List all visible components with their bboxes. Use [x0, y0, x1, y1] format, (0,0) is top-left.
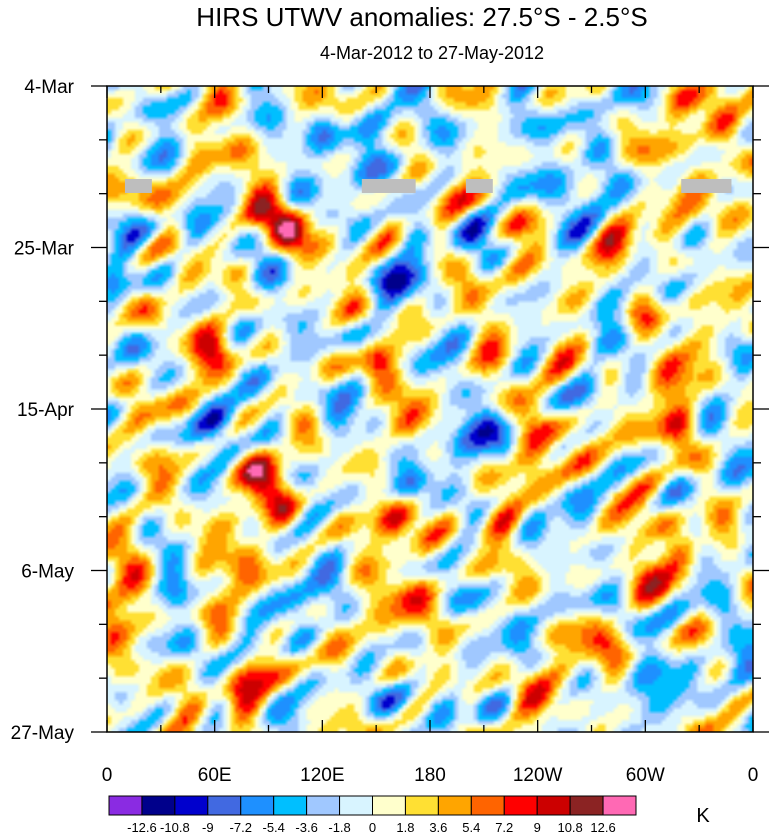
missing-data-bar	[681, 178, 732, 193]
colorbar-label: -3.6	[295, 820, 317, 834]
y-tick-label: 15-Apr	[17, 400, 75, 421]
colorbar-swatch	[437, 795, 472, 816]
colorbar-label: -7.2	[230, 820, 252, 834]
missing-data-layer	[124, 178, 732, 193]
missing-data-bar	[361, 178, 416, 193]
chart-title: HIRS UTWV anomalies: 27.5°S - 2.5°S	[196, 2, 647, 32]
x-tick-label: 120E	[300, 765, 344, 786]
y-axis: 4-Mar 25-Mar 15-Apr 6-May 27-May	[11, 77, 769, 744]
colorbar-swatch	[141, 795, 176, 816]
colorbar-label: 1.8	[396, 820, 414, 834]
y-tick-label: 4-Mar	[24, 77, 74, 98]
colorbar-units: K	[696, 805, 710, 827]
colorbar-swatch	[404, 795, 439, 816]
colorbar-swatch	[372, 795, 406, 816]
x-tick-label: 180	[414, 765, 446, 786]
colorbar-swatch	[339, 795, 373, 816]
colorbar-label: -9	[202, 820, 214, 834]
y-tick-label: 25-Mar	[14, 239, 75, 260]
x-tick-label: 60E	[198, 765, 232, 786]
colorbar-swatch	[207, 795, 242, 816]
colorbar-label: -10.8	[160, 820, 190, 834]
missing-data-bar	[465, 178, 493, 193]
colorbar-label: -5.4	[262, 820, 284, 834]
colorbar-swatch	[569, 795, 604, 816]
colorbar-label: 7.2	[495, 820, 513, 834]
colorbar-swatch	[602, 795, 637, 816]
colorbar-swatch	[470, 795, 505, 816]
colorbar-swatch	[174, 795, 209, 816]
colorbar-swatch	[108, 795, 143, 816]
x-tick-label: 60W	[626, 765, 665, 786]
colorbar-label: 5.4	[462, 820, 480, 834]
colorbar-label: 12.6	[590, 820, 615, 834]
colorbar-swatch	[503, 795, 538, 816]
colorbar-swatch	[240, 795, 275, 816]
colorbar-label: 9	[534, 820, 541, 834]
x-axis: 0 60E 120E 180 120W 60W 0	[102, 86, 759, 786]
colorbar-label: 0	[369, 820, 376, 834]
colorbar: -12.6 -10.8 -9 -7.2 -5.4 -3.6 -1.8 0 1.8 3.6 5.4 7.…	[108, 795, 637, 834]
colorbar-swatch	[273, 795, 308, 816]
x-tick-label: 0	[102, 765, 113, 786]
colorbar-label: -12.6	[127, 820, 157, 834]
y-tick-label: 6-May	[21, 562, 74, 583]
colorbar-label: 10.8	[557, 820, 582, 834]
anomaly-field	[107, 86, 753, 732]
x-tick-label: 120W	[513, 765, 563, 786]
y-tick-label: 27-May	[11, 723, 75, 744]
plot-area	[106, 85, 754, 733]
colorbar-swatch	[536, 795, 571, 816]
colorbar-swatch	[306, 795, 341, 816]
x-tick-label: 0	[748, 765, 759, 786]
missing-data-bar	[124, 178, 152, 193]
colorbar-label: -1.8	[328, 820, 350, 834]
colorbar-label: 3.6	[429, 820, 447, 834]
chart-subtitle: 4-Mar-2012 to 27-May-2012	[320, 43, 544, 63]
